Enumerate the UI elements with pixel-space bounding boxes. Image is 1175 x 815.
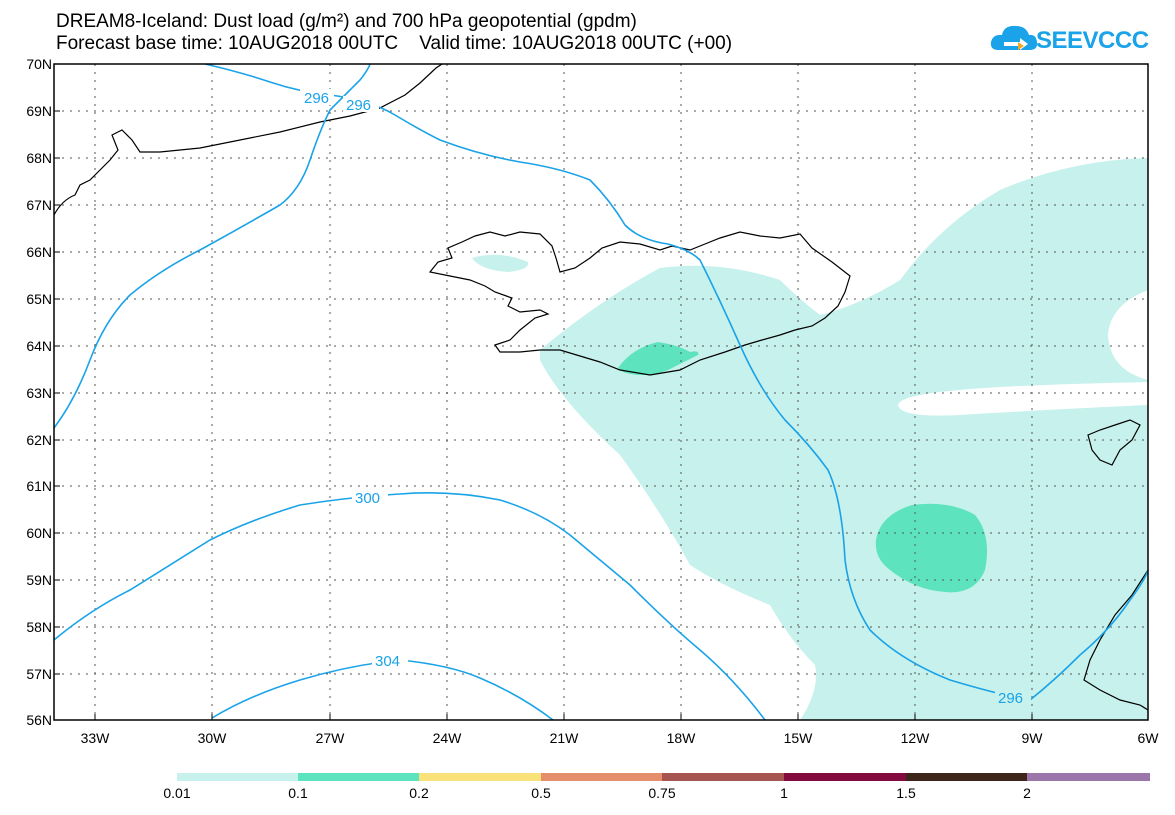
contour-label-296-b: 296 (346, 97, 371, 114)
lon-label: 30W (197, 730, 227, 746)
lat-label: 66N (26, 244, 52, 260)
coast-greenland (53, 63, 443, 216)
colorbar-segment (419, 773, 541, 781)
cloud-arrow-icon (990, 25, 1038, 50)
dust-area-mid-ocean (875, 503, 988, 593)
lat-label: 61N (26, 478, 52, 494)
colorbar-segment (662, 773, 784, 781)
lat-label: 69N (26, 103, 52, 119)
colorbar-segment (177, 773, 298, 781)
colorbar-label: 0.1 (288, 785, 308, 801)
dust-field-layer (472, 158, 1148, 720)
colorbar-label: 2 (1023, 785, 1031, 801)
dust-area-low-westfjords (472, 254, 529, 272)
map-subtitle: Forecast base time: 10AUG2018 00UTC Vali… (56, 33, 733, 54)
graticule (54, 64, 1148, 720)
lat-label: 63N (26, 385, 52, 401)
colorbar-label: 1.5 (896, 785, 916, 801)
lat-label: 56N (26, 712, 52, 728)
colorbar-label: 0.75 (648, 785, 676, 801)
lon-label: 6W (1137, 730, 1159, 746)
colorbar-segment (298, 773, 419, 781)
colorbar-segment (541, 773, 662, 781)
map-frame (53, 63, 1149, 721)
contour-labels: 296 296 300 304 296 (300, 89, 1031, 707)
dust-area-low (540, 158, 1148, 720)
contour-300 (53, 492, 766, 721)
coast-scotland (1083, 569, 1149, 711)
lat-label: 60N (26, 525, 52, 541)
lat-label: 57N (26, 666, 52, 682)
lat-label: 70N (26, 56, 52, 72)
colorbar-segment (784, 773, 906, 781)
contour-label-296-a: 296 (304, 90, 329, 107)
lon-label: 27W (315, 730, 345, 746)
coast-iceland (428, 231, 851, 376)
lat-label: 67N (26, 197, 52, 213)
lon-label: 18W (666, 730, 696, 746)
colorbar-label: 1 (780, 785, 788, 801)
contour-296-west (53, 63, 371, 429)
lon-label: 15W (783, 730, 813, 746)
colorbar-label: 0.5 (531, 785, 551, 801)
lon-label: 9W (1021, 730, 1043, 746)
lon-label: 12W (900, 730, 930, 746)
contour-label-296-c: 296 (998, 690, 1023, 707)
lat-label: 62N (26, 432, 52, 448)
lat-label: 68N (26, 150, 52, 166)
lat-label: 64N (26, 338, 52, 354)
lon-label: 33W (80, 730, 110, 746)
logo-text: SEEVCCC (1036, 27, 1149, 54)
lat-label: 59N (26, 572, 52, 588)
lon-label: 21W (549, 730, 579, 746)
colorbar-label: 0.01 (163, 785, 191, 801)
coastlines (53, 63, 1149, 711)
dust-area-mid-south-iceland (618, 342, 699, 375)
lat-label: 58N (26, 619, 52, 635)
map-title: DREAM8-Iceland: Dust load (g/m²) and 700… (56, 11, 637, 32)
lon-label: 24W (432, 730, 462, 746)
contour-label-300: 300 (355, 490, 380, 507)
colorbar-label: 0.2 (409, 785, 429, 801)
lat-label: 65N (26, 291, 52, 307)
colorbar-segment (1027, 773, 1150, 781)
contour-label-304: 304 (375, 653, 400, 670)
axis-ticks (54, 63, 1033, 720)
coast-faroe-shetland (1087, 419, 1141, 466)
colorbar-segment (906, 773, 1027, 781)
